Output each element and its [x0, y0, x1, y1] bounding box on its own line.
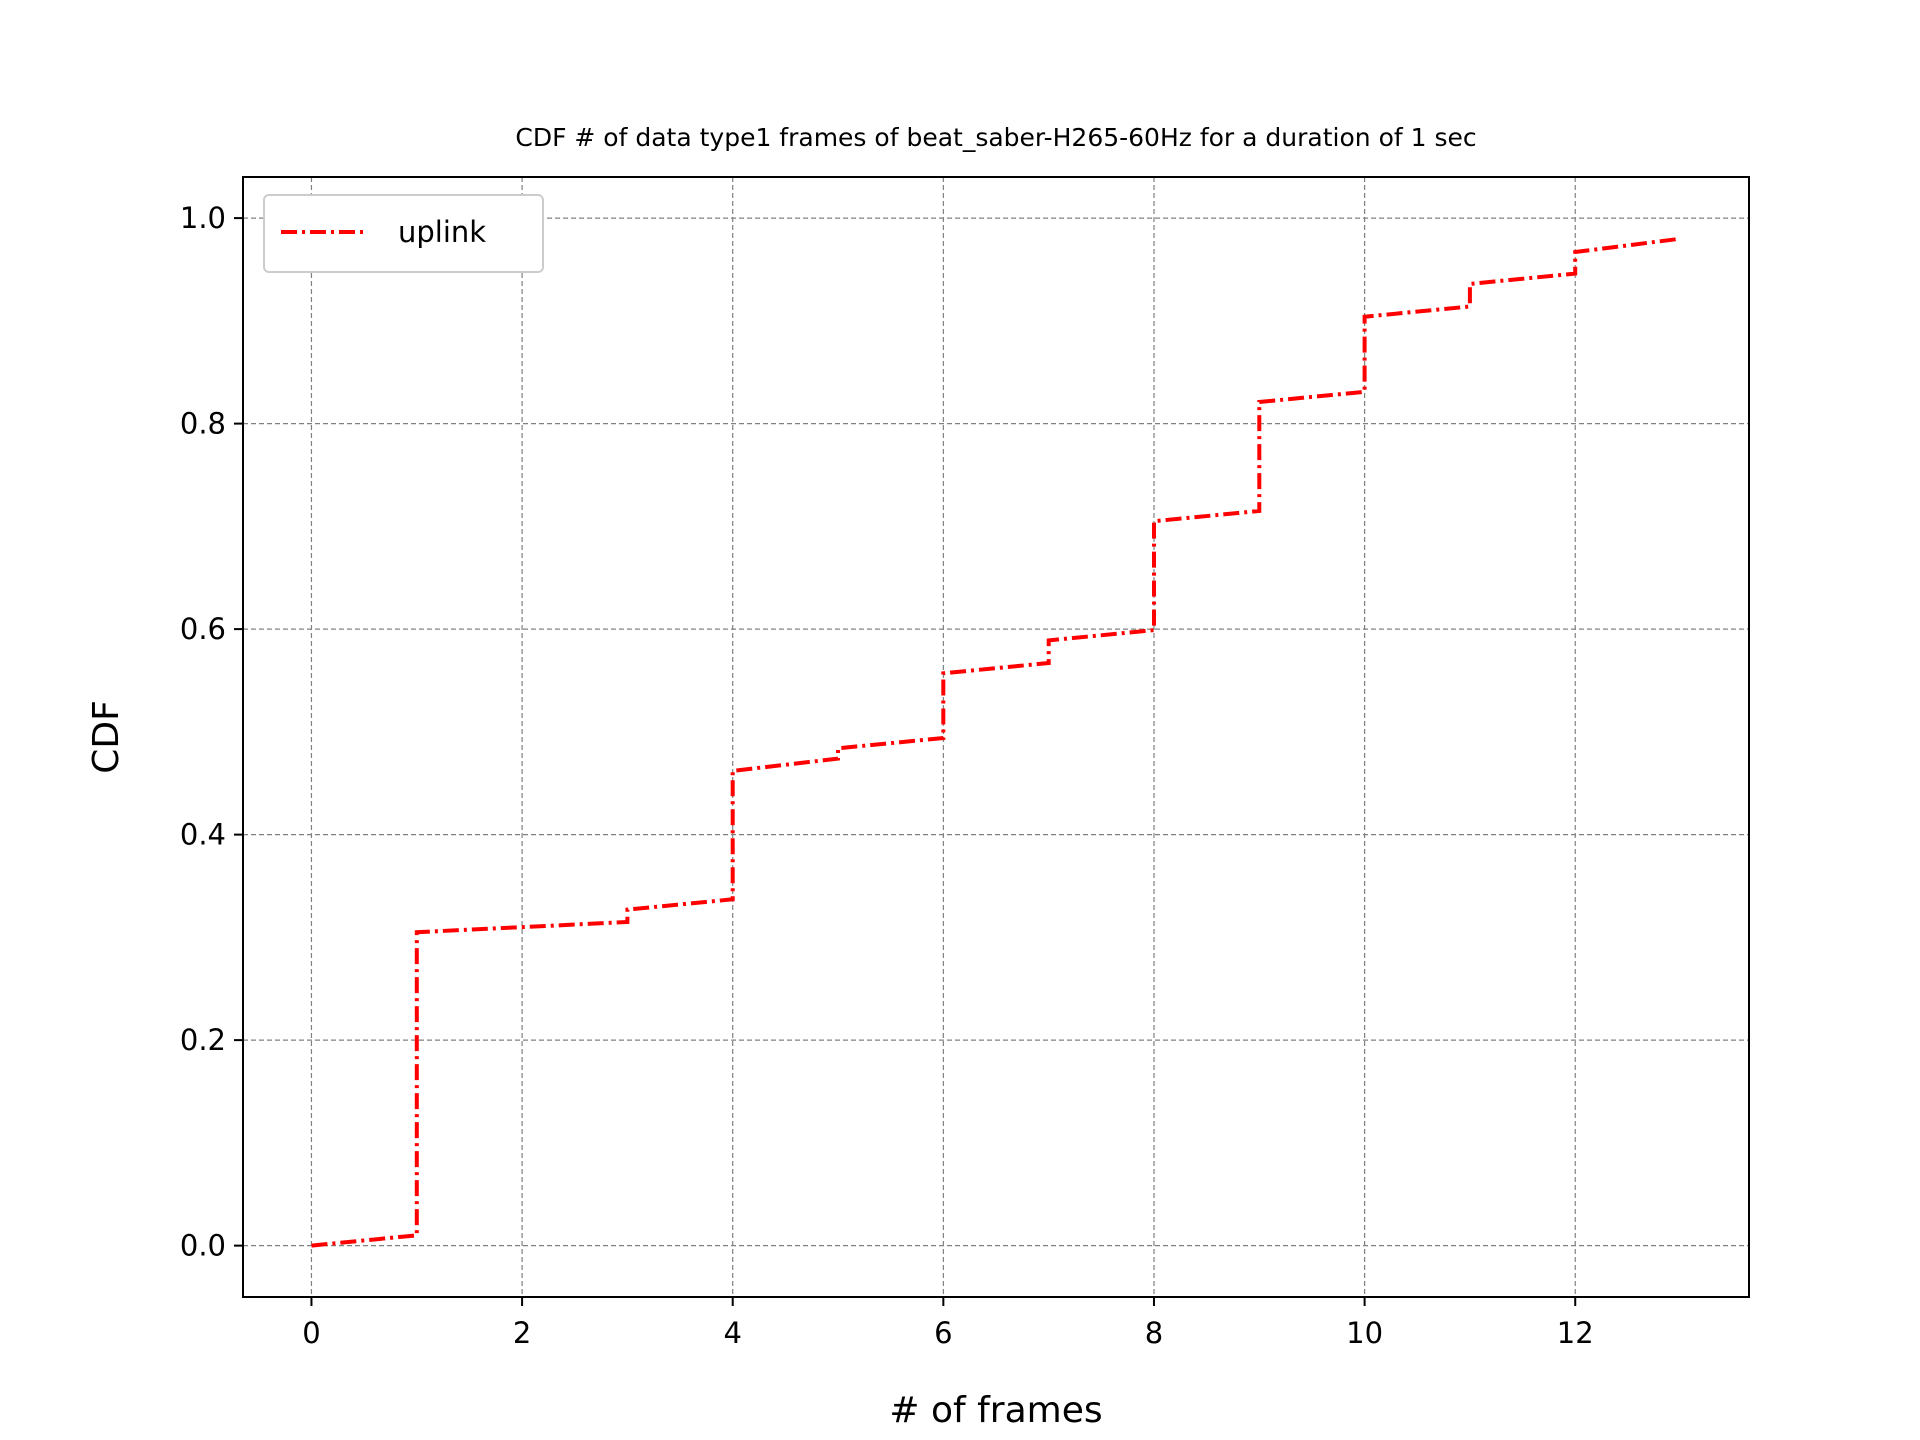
x-tick-label: 10: [1346, 1316, 1383, 1350]
y-tick-label: 0.4: [180, 818, 226, 852]
x-tick-label: 2: [513, 1316, 531, 1350]
series-line-uplink: [311, 236, 1681, 1248]
legend-box: [263, 194, 544, 273]
grid-lines: [243, 177, 1749, 1297]
legend: uplink: [263, 194, 544, 273]
x-tick-label: 12: [1557, 1316, 1594, 1350]
x-axis: 0 2 4 6 8 10 12: [302, 1297, 1594, 1350]
x-tick-label: 4: [723, 1316, 741, 1350]
plot-series: [311, 236, 1681, 1248]
y-tick-label: 0.8: [180, 407, 226, 441]
y-tick-label: 0.6: [180, 612, 226, 646]
y-tick-label: 0.0: [180, 1229, 226, 1263]
y-tick-label: 1.0: [180, 201, 226, 235]
x-tick-label: 0: [302, 1316, 320, 1350]
y-axis: 0.0 0.2 0.4 0.6 0.8 1.0: [180, 201, 243, 1263]
legend-label-uplink: uplink: [398, 215, 486, 249]
y-tick-label: 0.2: [180, 1023, 226, 1057]
plot-frame: [242, 176, 1750, 1298]
x-tick-label: 6: [934, 1316, 952, 1350]
y-axis-label: CDF: [86, 700, 127, 774]
x-tick-label: 8: [1145, 1316, 1163, 1350]
x-axis-label: # of frames: [889, 1390, 1102, 1431]
chart-title: CDF # of data type1 frames of beat_saber…: [515, 123, 1476, 152]
